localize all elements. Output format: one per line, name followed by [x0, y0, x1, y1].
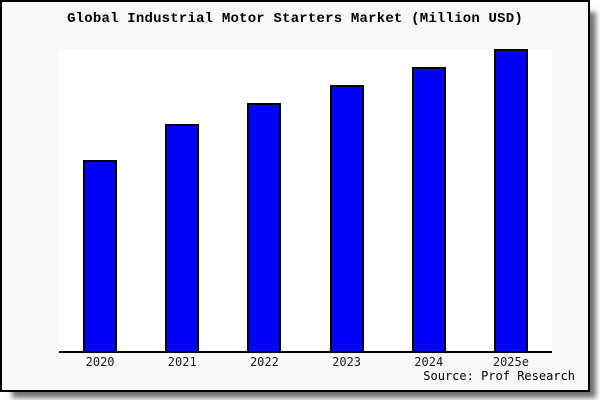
chart-card: Global Industrial Motor Starters Market …: [0, 0, 590, 392]
bar-2020: [83, 160, 118, 351]
source-note: Source: Prof Research: [423, 369, 575, 383]
bar-2024: [411, 67, 446, 351]
x-tick-label-2023: 2023: [332, 355, 362, 369]
plot-area: [59, 49, 552, 353]
x-axis-labels: 2020 2021 2022 2023 2024 2025e: [59, 355, 552, 371]
x-tick-label-2022: 2022: [249, 355, 279, 369]
bar-2025e: [493, 49, 528, 351]
bar-2022: [247, 103, 282, 351]
x-tick-label-2020: 2020: [85, 355, 115, 369]
bar-2023: [329, 85, 364, 351]
bar-2021: [165, 124, 200, 351]
chart-title: Global Industrial Motor Starters Market …: [67, 11, 523, 27]
x-tick-label-2021: 2021: [167, 355, 197, 369]
x-tick-label-2024: 2024: [414, 355, 444, 369]
x-tick-label-2025e: 2025e: [492, 355, 529, 369]
